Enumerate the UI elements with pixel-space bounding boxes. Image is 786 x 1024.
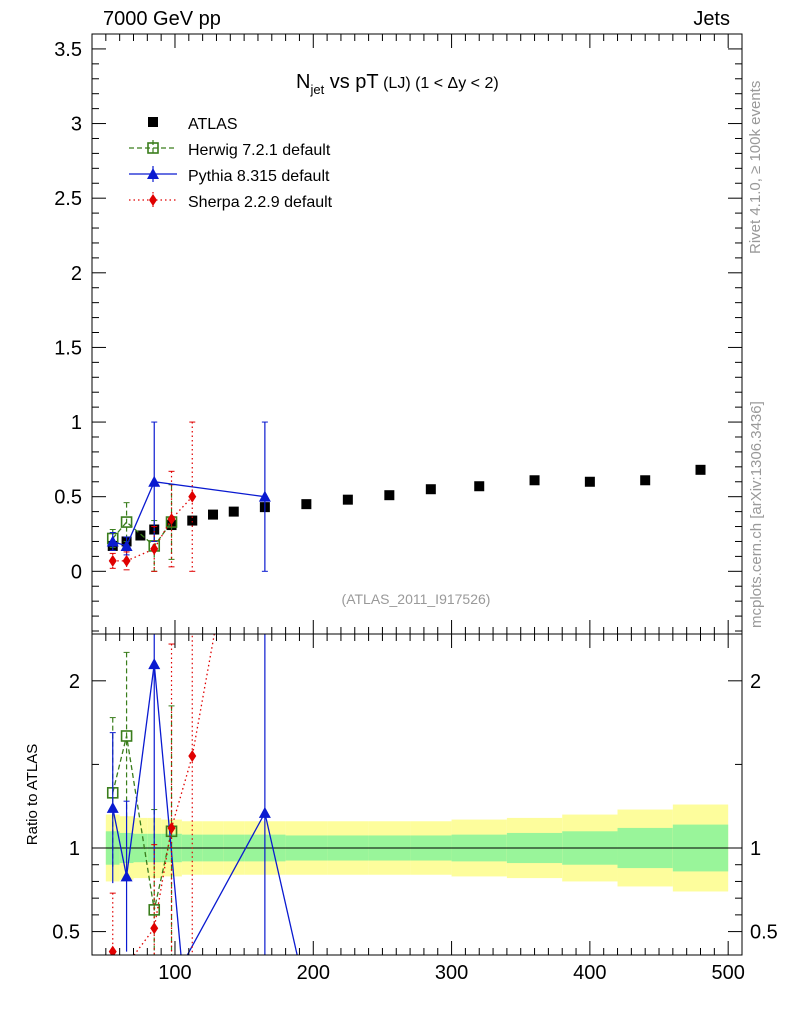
y-tick-label: 1.5 [54, 337, 82, 359]
sherpa-ratio-point [108, 945, 117, 955]
chart-title-part: jet [309, 82, 324, 97]
chart-title-part: N [296, 71, 310, 93]
herwig-ratio-point [120, 730, 133, 742]
ratio-y-tick-label: 2 [69, 671, 80, 693]
herwig-data-point [120, 516, 133, 528]
pythia-ratio-line [112, 664, 298, 955]
header-left: 7000 GeV pp [103, 8, 221, 30]
sherpa-data-point [150, 542, 159, 555]
chart-title: Njet vs pT (LJ) (1 < Δy < 2) [296, 71, 499, 97]
y-tick-label: 2 [71, 263, 82, 285]
ratio-y-axis-label: Ratio to ATLAS [24, 744, 41, 845]
atlas-data-point [187, 515, 198, 526]
pythia-line [112, 481, 265, 547]
chart-title-part: vs pT [324, 71, 378, 93]
ratio-y-tick-label-right: 2 [750, 671, 761, 693]
legend-atlas-label: ATLAS [188, 116, 238, 133]
sherpa-ratio-point [188, 750, 197, 763]
legend-pythia-label: Pythia 8.315 default [188, 168, 330, 185]
atlas-data-point [425, 484, 436, 495]
sherpa-data-point [122, 554, 131, 567]
atlas-data-point [384, 490, 395, 501]
sherpa-ratio-point [167, 821, 176, 834]
ratio-panel-frame [91, 633, 743, 956]
pythia-data-point [258, 490, 271, 502]
sherpa-ratio-line [112, 634, 216, 955]
atlas-data-point [208, 509, 219, 520]
pythia-ratio-point [106, 801, 119, 813]
chart-title-part: (1 < Δy < 2) [411, 75, 499, 92]
atlas-data-point [640, 475, 651, 486]
legend-atlas-marker [148, 117, 158, 127]
y-tick-label: 2.5 [54, 188, 82, 210]
atlas-data-point [135, 530, 146, 541]
legend-pythia-marker [147, 168, 159, 179]
ratio-y-tick-label: 0.5 [52, 922, 80, 944]
atlas-data-point [584, 476, 595, 487]
y-tick-label: 1 [71, 412, 82, 434]
herwig-ratio-point [148, 904, 161, 916]
y-tick-label: 3 [71, 114, 82, 136]
atlas-data-point [529, 475, 540, 486]
ratio-y-tick-label: 1 [69, 838, 80, 860]
x-tick-label: 200 [297, 962, 330, 984]
sherpa-ratio-point [150, 922, 159, 935]
legend-herwig-marker [147, 142, 159, 154]
ratio-panel-data [92, 634, 742, 955]
y-tick-label: 3.5 [54, 39, 82, 61]
legend-sherpa-marker [149, 194, 157, 206]
x-tick-label: 500 [711, 962, 744, 984]
chart-title-part: (LJ) [379, 75, 411, 92]
pythia-ratio-point [148, 658, 161, 670]
atlas-data-point [301, 499, 312, 510]
y-tick-label: 0.5 [54, 487, 82, 509]
pythia-data-point [148, 475, 161, 487]
legend-herwig-label: Herwig 7.2.1 default [188, 142, 331, 159]
ratio-y-tick-label-right: 0.5 [750, 922, 778, 944]
analysis-id-watermark: (ATLAS_2011_I917526) [342, 591, 491, 607]
pythia-data-point [106, 535, 119, 547]
sherpa-data-point [167, 513, 176, 526]
x-tick-label: 300 [435, 962, 468, 984]
legend-sherpa-label: Sherpa 2.2.9 default [188, 194, 333, 211]
y-tick-label: 0 [71, 561, 82, 583]
ratio-y-tick-label-right: 1 [750, 838, 761, 860]
atlas-data-point [228, 506, 239, 517]
pythia-ratio-point [120, 870, 133, 882]
sherpa-data-point [108, 554, 117, 567]
header-right: Jets [693, 8, 730, 30]
sherpa-data-point [188, 490, 197, 503]
pythia-data-point [120, 539, 133, 551]
x-tick-label: 400 [573, 962, 606, 984]
atlas-data-point [474, 481, 485, 492]
x-tick-label: 100 [158, 962, 191, 984]
sherpa-line [112, 496, 193, 562]
pythia-ratio-point [258, 806, 271, 818]
atlas-data-point [695, 464, 706, 475]
atlas-data-point [342, 494, 353, 505]
herwig-ratio-line [112, 735, 173, 910]
herwig-line [112, 521, 173, 547]
top-panel-data [106, 421, 706, 572]
